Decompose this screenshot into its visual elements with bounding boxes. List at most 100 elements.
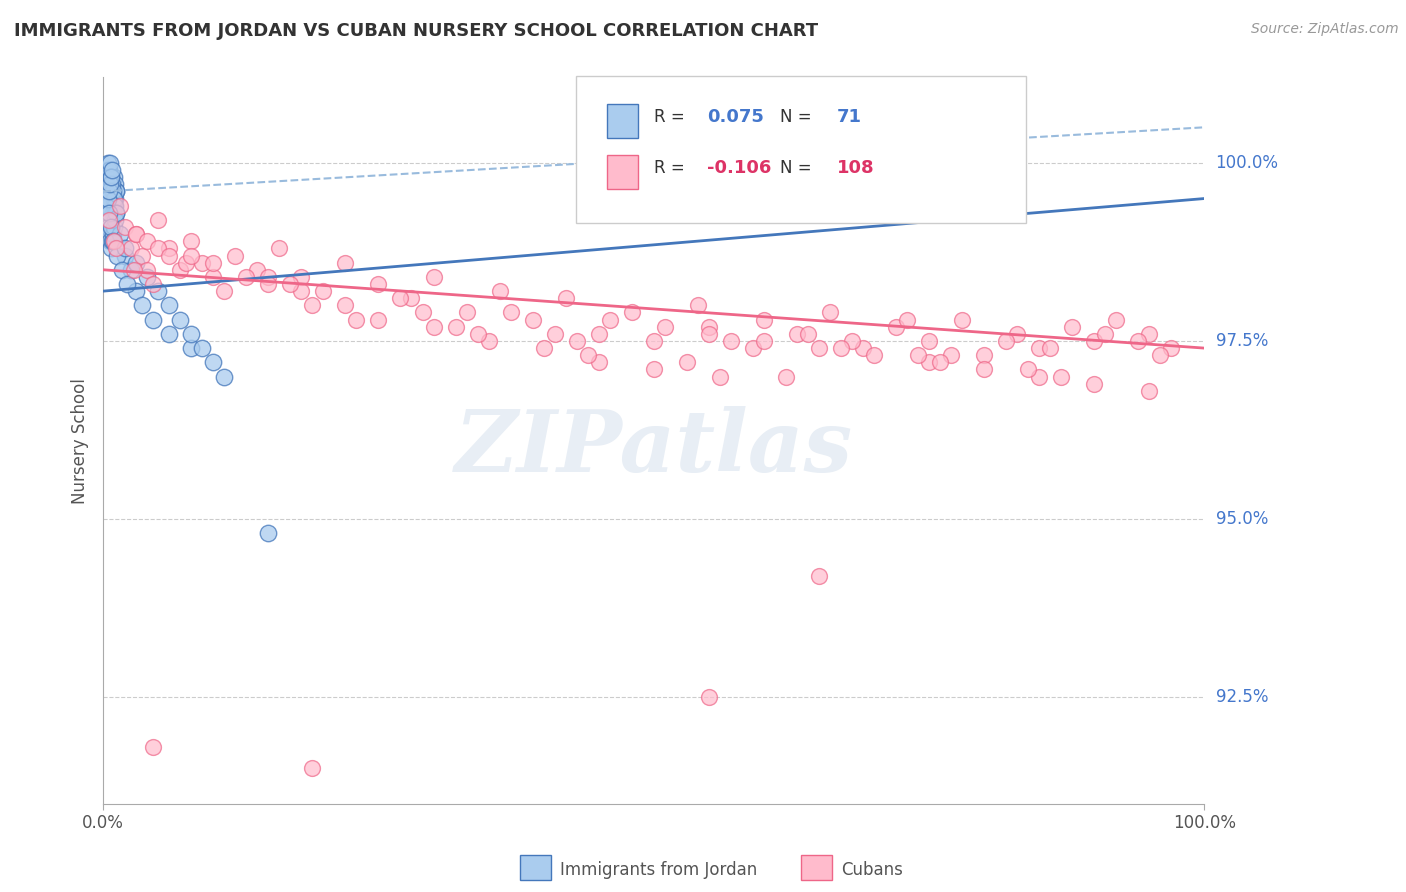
Point	[96, 213, 118, 227]
Point	[697, 326, 720, 341]
Point	[775, 369, 797, 384]
Point	[477, 334, 499, 348]
Point	[100, 220, 122, 235]
Point	[96, 178, 118, 192]
Point	[98, 234, 121, 248]
Point	[752, 312, 775, 326]
Point	[444, 319, 467, 334]
Point	[157, 248, 180, 262]
Point	[96, 192, 118, 206]
Point	[1039, 341, 1062, 355]
Point	[97, 213, 120, 227]
Point	[97, 163, 120, 178]
Point	[301, 298, 323, 312]
Point	[202, 355, 225, 369]
Point	[96, 163, 118, 178]
Point	[235, 269, 257, 284]
Point	[103, 192, 125, 206]
Point	[97, 170, 120, 185]
Text: 0.075: 0.075	[707, 108, 763, 126]
Point	[422, 319, 444, 334]
Point	[157, 241, 180, 255]
Point	[101, 227, 124, 241]
Point	[467, 326, 489, 341]
Text: R =: R =	[654, 108, 690, 126]
Point	[97, 206, 120, 220]
Point	[101, 178, 124, 192]
Point	[830, 341, 852, 355]
Point	[752, 334, 775, 348]
Point	[1128, 334, 1150, 348]
Point	[105, 241, 128, 255]
Point	[107, 248, 129, 262]
Point	[96, 192, 118, 206]
Point	[533, 341, 555, 355]
Point	[104, 178, 127, 192]
Point	[257, 269, 280, 284]
Point	[411, 305, 433, 319]
Point	[180, 234, 202, 248]
Point	[97, 185, 120, 199]
Point	[973, 362, 995, 376]
Point	[367, 312, 389, 326]
Point	[1005, 326, 1028, 341]
Point	[929, 355, 952, 369]
Point	[120, 262, 142, 277]
Point	[884, 319, 907, 334]
Point	[1028, 369, 1050, 384]
Point	[620, 305, 643, 319]
Point	[896, 312, 918, 326]
Point	[1094, 326, 1116, 341]
Point	[214, 369, 236, 384]
Point	[96, 170, 118, 185]
Point	[103, 199, 125, 213]
Point	[97, 227, 120, 241]
Point	[101, 234, 124, 248]
Point	[224, 248, 246, 262]
Point	[807, 341, 830, 355]
Y-axis label: Nursery School: Nursery School	[72, 378, 89, 504]
Point	[257, 526, 280, 541]
Point	[105, 185, 128, 199]
Point	[841, 334, 863, 348]
Point	[157, 326, 180, 341]
Point	[367, 277, 389, 291]
Point	[174, 255, 197, 269]
Point	[643, 362, 665, 376]
Point	[100, 220, 122, 235]
Text: ZIPatlas: ZIPatlas	[454, 406, 853, 490]
Point	[96, 199, 118, 213]
Point	[191, 341, 214, 355]
Point	[142, 739, 165, 754]
Point	[104, 199, 127, 213]
Point	[101, 192, 124, 206]
Point	[1160, 341, 1182, 355]
Point	[103, 170, 125, 185]
Point	[105, 185, 128, 199]
Text: IMMIGRANTS FROM JORDAN VS CUBAN NURSERY SCHOOL CORRELATION CHART: IMMIGRANTS FROM JORDAN VS CUBAN NURSERY …	[14, 22, 818, 40]
Point	[675, 355, 697, 369]
Point	[104, 213, 127, 227]
Point	[101, 185, 124, 199]
Text: 100.0%: 100.0%	[1216, 154, 1278, 172]
Point	[346, 312, 368, 326]
Point	[114, 241, 136, 255]
Point	[488, 284, 510, 298]
Text: 97.5%: 97.5%	[1216, 332, 1268, 350]
Point	[125, 255, 148, 269]
Text: Cubans: Cubans	[841, 861, 903, 879]
Point	[576, 348, 599, 362]
Point	[1137, 326, 1160, 341]
Point	[169, 312, 191, 326]
Point	[950, 312, 973, 326]
Point	[131, 248, 153, 262]
Point	[918, 355, 941, 369]
Point	[290, 284, 312, 298]
Text: 92.5%: 92.5%	[1216, 688, 1268, 706]
Point	[643, 334, 665, 348]
Point	[214, 284, 236, 298]
Point	[100, 185, 122, 199]
Point	[180, 248, 202, 262]
Point	[269, 241, 291, 255]
Point	[98, 178, 121, 192]
